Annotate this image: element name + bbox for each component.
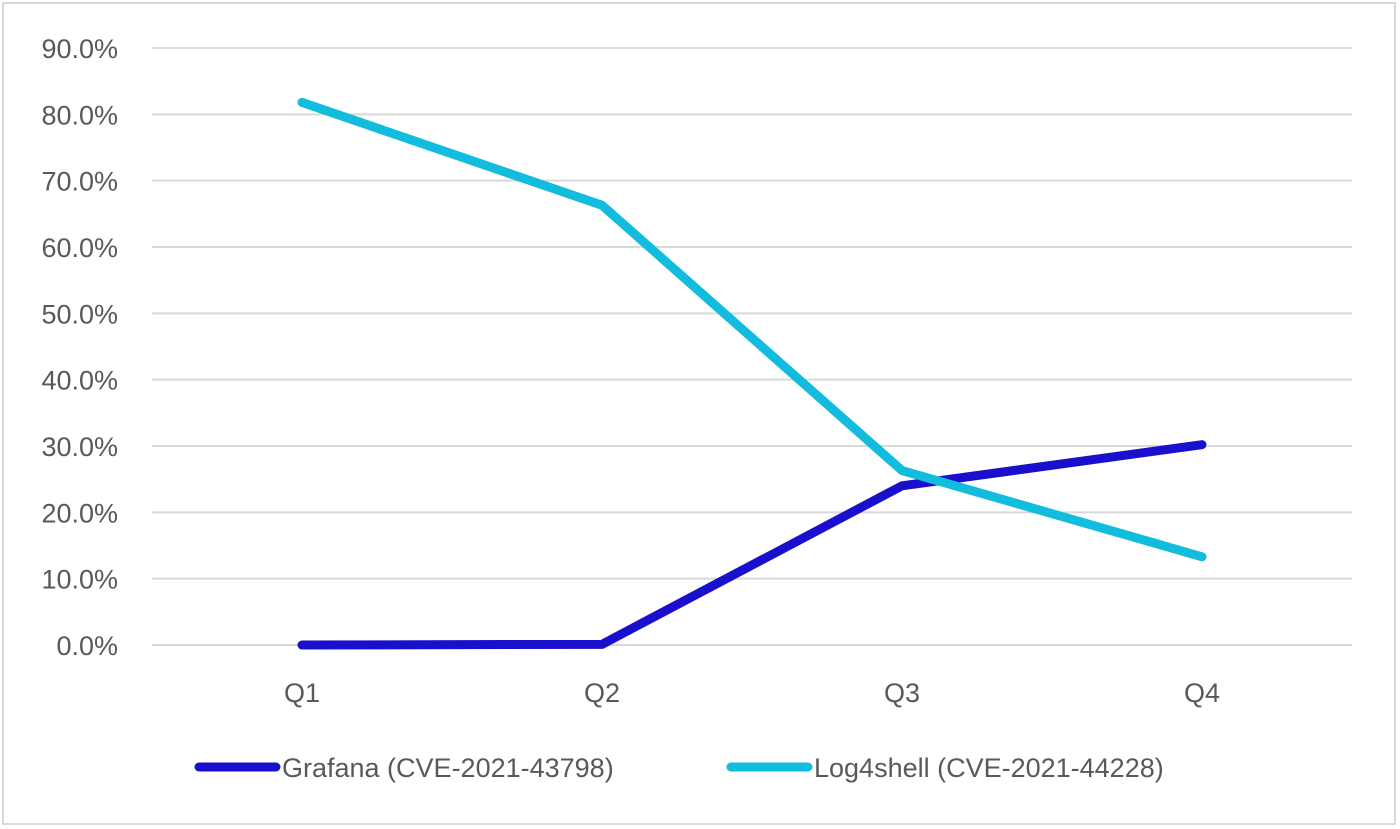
x-tick-label: Q2: [584, 678, 620, 708]
x-tick-label: Q1: [284, 678, 320, 708]
x-axis-ticks: Q1 Q2 Q3 Q4: [284, 678, 1220, 708]
series-lines: [297, 97, 1207, 650]
series-line-log4shell: [297, 97, 1207, 562]
y-tick-label: 30.0%: [41, 432, 118, 462]
y-tick-label: 70.0%: [41, 167, 118, 197]
series-line-grafana: [297, 440, 1207, 650]
x-tick-label: Q4: [1184, 678, 1220, 708]
y-tick-label: 20.0%: [41, 498, 118, 528]
y-tick-label: 40.0%: [41, 366, 118, 396]
y-tick-label: 80.0%: [41, 100, 118, 130]
gridlines: [152, 47, 1352, 646]
x-tick-label: Q3: [884, 678, 920, 708]
y-tick-label: 50.0%: [41, 299, 118, 329]
y-tick-label: 0.0%: [56, 631, 118, 661]
legend-label-log4shell: Log4shell (CVE-2021-44228): [814, 753, 1164, 783]
legend-label-grafana: Grafana (CVE-2021-43798): [282, 753, 614, 783]
y-axis-ticks: 0.0% 10.0% 20.0% 30.0% 40.0% 50.0% 60.0% 70.0% 8…: [41, 34, 118, 661]
line-chart: 0.0% 10.0% 20.0% 30.0% 40.0% 50.0% 60.0% 70.0% 8…: [41, 34, 1352, 783]
y-tick-label: 90.0%: [41, 34, 118, 64]
y-tick-label: 10.0%: [41, 565, 118, 595]
legend: Grafana (CVE-2021-43798) Log4shell (CVE-…: [194, 753, 1164, 783]
y-tick-label: 60.0%: [41, 233, 118, 263]
